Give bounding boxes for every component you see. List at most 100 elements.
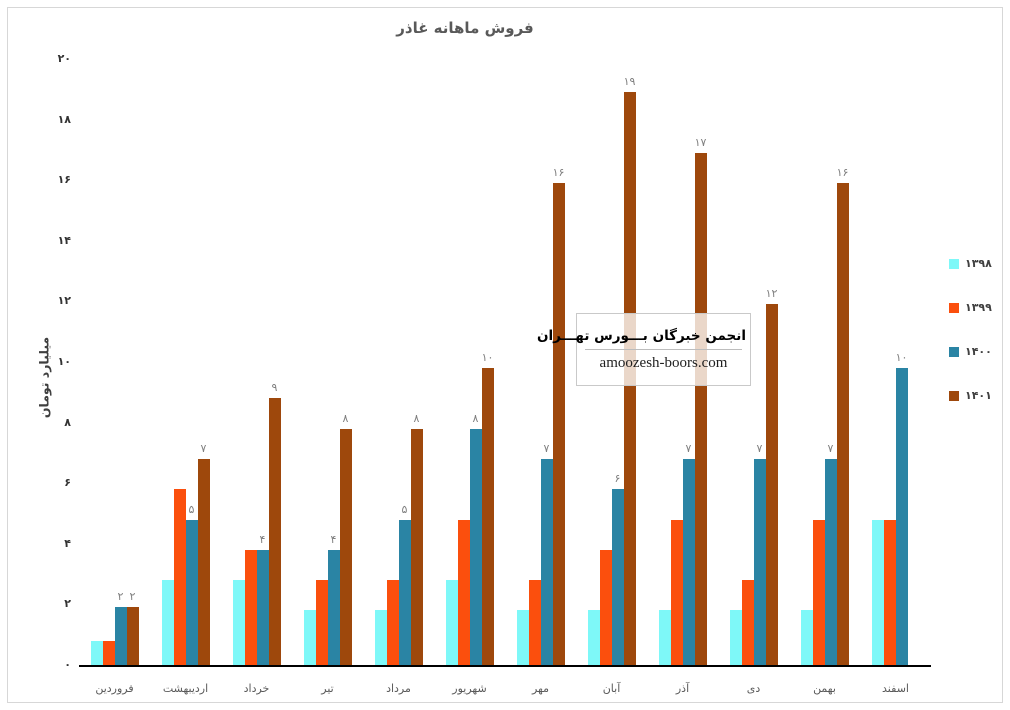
x-axis-label: اسفند xyxy=(882,682,909,695)
bar-group: ۵ ۷ اردیبهشت xyxy=(150,59,221,695)
bar-data-label: ۵ xyxy=(188,502,195,516)
y-tick-label: ۱۰ xyxy=(57,355,71,368)
y-tick-label: ۱۶ xyxy=(57,173,71,187)
chart-frame: فروش ماهانه غاذر میلیارد تومان ۰ ۲ ۴ ۶ ۸ ۱۰ ۱۲… xyxy=(7,7,1003,703)
bar-series-۱۳۹۹ xyxy=(386,580,399,665)
bar-series-۱۳۹۸ xyxy=(445,580,458,665)
legend-item: ۱۳۹۸ xyxy=(949,257,992,270)
watermark-site-url: amoozesh-boors.com xyxy=(599,354,728,371)
x-axis-label: شهریور xyxy=(452,682,487,695)
chart-title: فروش ماهانه غاذر xyxy=(396,19,534,37)
bar-series-۱۴۰۰: ۵ xyxy=(185,503,198,665)
bar-series-۱۴۰۱: ۸ xyxy=(410,412,423,665)
bar-series-۱۳۹۸ xyxy=(800,610,813,665)
bar-data-label: ۱۲ xyxy=(765,287,778,301)
bar-series-۱۳۹۹ xyxy=(528,580,541,665)
legend-label: ۱۳۹۸ xyxy=(965,257,992,270)
bar-series-۱۳۹۸ xyxy=(232,580,245,665)
x-axis-label: مهر xyxy=(531,682,550,695)
bar-series-۱۴۰۰: ۵ xyxy=(398,503,411,665)
bar-series-۱۳۹۸ xyxy=(729,610,742,665)
legend-label: ۱۴۰۱ xyxy=(965,389,992,402)
legend-item: ۱۴۰۱ xyxy=(949,389,992,402)
bar-series-۱۴۰۰: ۴ xyxy=(256,533,269,665)
bar-series-۱۴۰۰: ۷ xyxy=(682,442,695,665)
bar-series-۱۴۰۱: ۱۶ xyxy=(836,166,849,665)
watermark: انجمن خبرگان بـــورس تهـــران amoozesh-b… xyxy=(537,313,751,386)
x-axis-label: آذر xyxy=(675,682,690,695)
bar-series-۱۳۹۸ xyxy=(587,610,600,665)
bar-data-label: ۹ xyxy=(271,381,278,395)
bar-series-۱۴۰۱: ۷ xyxy=(197,442,210,665)
bar-data-label: ۴ xyxy=(330,532,337,546)
bar-series-۱۳۹۸ xyxy=(658,610,671,665)
bar-group: ۸ ۱۰ شهریور xyxy=(434,59,505,695)
y-tick-label: ۱۸ xyxy=(57,112,71,126)
y-tick-label: ۴ xyxy=(64,536,71,550)
bar-data-label: ۸ xyxy=(342,411,349,425)
bar-series-۱۳۹۹ xyxy=(173,489,186,665)
y-axis-title: میلیارد تومان xyxy=(36,336,52,419)
legend-swatch-icon xyxy=(949,390,959,401)
y-tick-label: ۲۰ xyxy=(57,52,71,65)
bar-series-۱۳۹۹ xyxy=(244,549,257,665)
bar-series-۱۴۰۰: ۴ xyxy=(327,533,340,665)
y-tick-label: ۱۲ xyxy=(57,294,71,308)
x-axis-label: دی xyxy=(746,682,761,695)
bar-series-۱۳۹۹ xyxy=(670,519,683,665)
bar-series-۱۴۰۱: ۸ xyxy=(339,412,352,665)
x-axis-label: فروردین xyxy=(95,682,134,695)
bar-group: ۲ ۲ فروردین xyxy=(79,59,150,695)
legend-item: ۱۴۰۰ xyxy=(949,345,992,358)
bar-series-۱۴۰۱: ۹ xyxy=(268,381,281,665)
bar-data-label: ۷ xyxy=(685,441,692,455)
legend-swatch-icon xyxy=(949,258,959,269)
bar-series-۱۴۰۰: ۸ xyxy=(469,412,482,665)
bar-data-label: ۷ xyxy=(200,441,207,455)
bar-group: ۵ ۸ مرداد xyxy=(363,59,434,695)
bar-data-label: ۴ xyxy=(259,532,266,546)
bar-series-۱۳۹۹ xyxy=(599,549,612,665)
legend-swatch-icon xyxy=(949,302,959,313)
bar-data-label: ۱۶ xyxy=(836,166,849,180)
bar-series-۱۳۹۹ xyxy=(741,580,754,665)
bar-data-label: ۱۶ xyxy=(552,166,565,180)
bar-data-label: ۶ xyxy=(614,472,621,486)
x-axis-label: تیر xyxy=(321,682,334,695)
x-axis-label: آبان xyxy=(602,682,621,695)
bar-series-۱۳۹۸ xyxy=(161,580,174,665)
bar-series-۱۳۹۹ xyxy=(315,580,328,665)
bar-data-label: ۱۷ xyxy=(694,135,707,149)
legend-label: ۱۴۰۰ xyxy=(965,345,992,358)
bar-series-۱۳۹۸ xyxy=(374,610,387,665)
bar-data-label: ۱۰ xyxy=(481,351,494,365)
bar-data-label: ۱۹ xyxy=(623,75,636,89)
x-axis-label: بهمن xyxy=(813,682,836,695)
bar-series-۱۴۰۰: ۷ xyxy=(540,442,553,665)
legend-item: ۱۳۹۹ xyxy=(949,301,992,314)
bar-group: ۷ ۱۲ دی xyxy=(718,59,789,695)
bar-series-۱۴۰۱: ۱۲ xyxy=(765,287,778,665)
bar-series-۱۳۹۹ xyxy=(102,640,115,665)
bar-series-۱۳۹۹ xyxy=(812,519,825,665)
bar-group: ۷ ۱۷ آذر xyxy=(647,59,718,695)
y-tick-label: ۶ xyxy=(64,476,71,490)
bar-series-۱۴۰۱: ۲ xyxy=(126,590,139,665)
bar-data-label: ۵ xyxy=(401,502,408,516)
bar-group: ۷ ۱۶ مهر xyxy=(505,59,576,695)
bar-group: ۴ ۹ خرداد xyxy=(221,59,292,695)
bar-series-۱۳۹۹ xyxy=(457,519,470,665)
y-tick-label: ۱۴ xyxy=(57,233,71,247)
legend: ۱۳۹۸ ۱۳۹۹ ۱۴۰۰ ۱۴۰۱ xyxy=(949,257,992,402)
bar-data-label: ۲ xyxy=(117,590,124,604)
bar-data-label: ۷ xyxy=(756,441,763,455)
bar-series-۱۴۰۱: ۱۷ xyxy=(694,136,707,665)
bar-series-۱۳۹۸ xyxy=(90,640,103,665)
bar-series-۱۳۹۸ xyxy=(516,610,529,665)
plot-area: ۲ ۲ فروردین ۵ ۷ اردیبهشت ۴ ۹ خرداد ۴ ۸ تیر ۵ ۸ مرداد ۸ ۱… xyxy=(79,59,931,695)
bar-data-label: ۷ xyxy=(827,441,834,455)
x-axis-label: اردیبهشت xyxy=(162,682,209,695)
bar-series-۱۳۹۹ xyxy=(883,519,896,665)
bar-group: ۴ ۸ تیر xyxy=(292,59,363,695)
bar-data-label: ۷ xyxy=(543,441,550,455)
